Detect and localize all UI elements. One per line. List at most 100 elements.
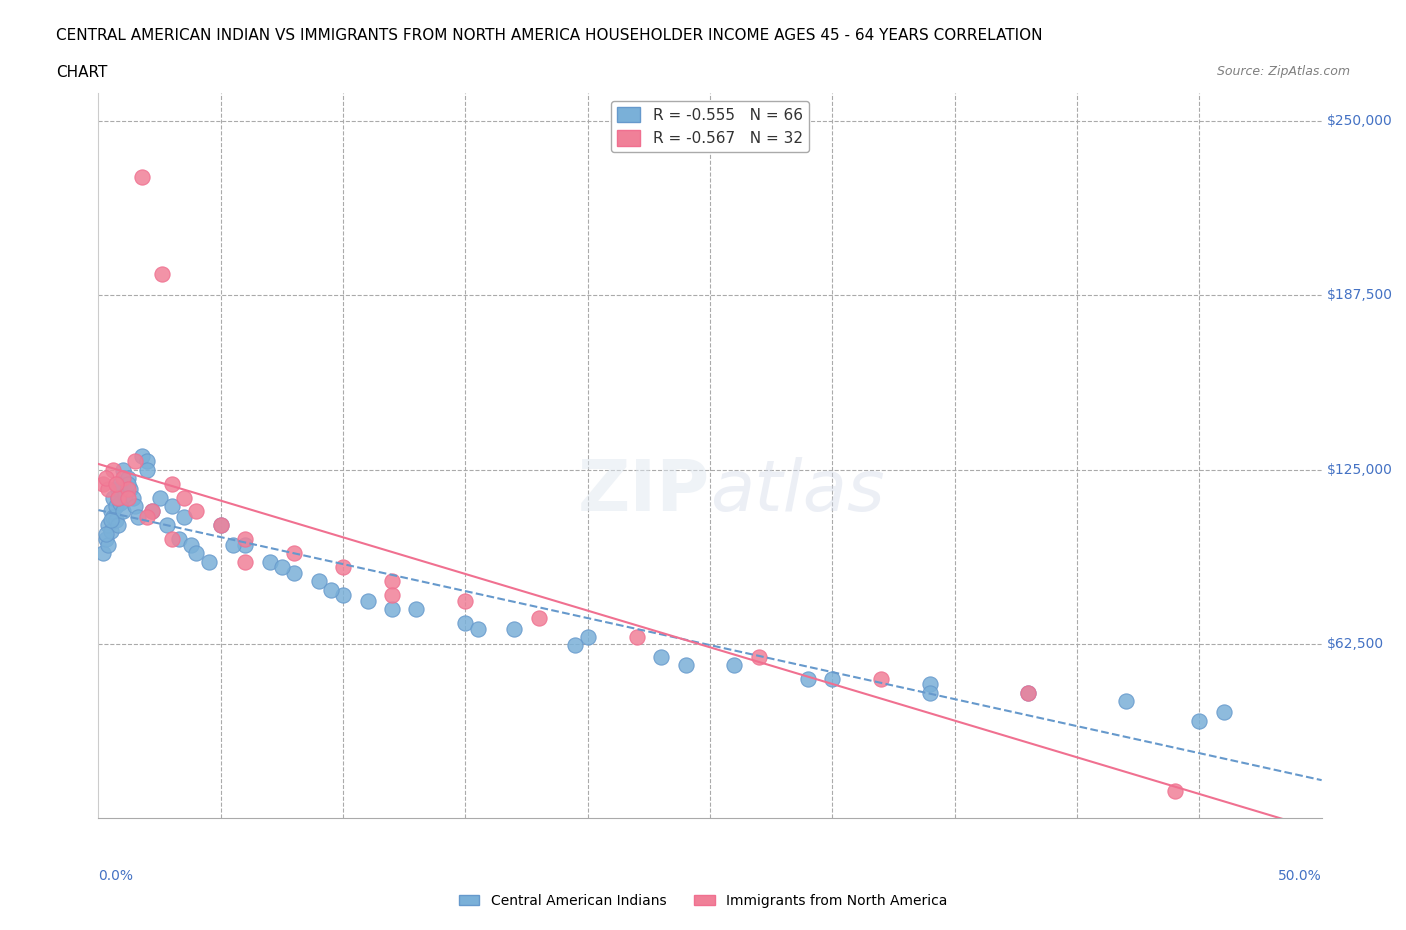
Point (111, 471, 134, 485)
Point (150, 267, 173, 282)
Point (233, 554, 256, 569)
Point (675, 658, 697, 672)
Point (104, 498, 127, 513)
Legend: Central American Indians, Immigrants from North America: Central American Indians, Immigrants fro… (453, 889, 953, 914)
Point (821, 671, 844, 686)
Point (332, 588, 354, 603)
Point (920, 685, 942, 700)
Point (381, 574, 404, 589)
Point (121, 490, 143, 505)
Point (283, 565, 305, 580)
Point (107, 518, 129, 533)
Point (308, 574, 330, 589)
Point (107, 490, 129, 505)
Point (117, 490, 139, 505)
Point (124, 454, 146, 469)
Point (124, 498, 146, 513)
Point (405, 602, 427, 617)
Point (104, 476, 127, 491)
Point (117, 476, 139, 491)
Point (209, 518, 232, 533)
Point (186, 546, 208, 561)
Point (117, 482, 139, 497)
Point (114, 487, 136, 502)
Text: ZIP: ZIP (578, 458, 710, 526)
Text: Source: ZipAtlas.com: Source: ZipAtlas.com (1216, 65, 1350, 78)
Point (101, 462, 124, 477)
Point (127, 510, 149, 525)
Point (160, 476, 183, 491)
Point (381, 588, 404, 603)
Point (454, 593, 477, 608)
Point (100, 504, 122, 519)
Point (870, 671, 893, 686)
Point (97, 482, 120, 497)
Point (173, 510, 195, 525)
Point (564, 638, 586, 653)
Point (101, 510, 124, 525)
Text: $62,500: $62,500 (1326, 637, 1384, 651)
Point (100, 524, 122, 538)
Point (454, 616, 477, 631)
Point (111, 504, 134, 519)
Point (94, 532, 117, 547)
Point (120, 482, 142, 497)
Point (283, 546, 305, 561)
Point (270, 560, 294, 575)
Text: 0.0%: 0.0% (98, 869, 134, 883)
Point (797, 671, 820, 686)
Point (141, 504, 163, 519)
Text: $187,500: $187,500 (1326, 288, 1392, 302)
Point (748, 649, 770, 664)
Point (626, 630, 648, 644)
Point (1188, 713, 1211, 728)
Point (94, 471, 117, 485)
Text: atlas: atlas (710, 458, 884, 526)
Point (141, 504, 163, 519)
Text: CENTRAL AMERICAN INDIAN VS IMMIGRANTS FROM NORTH AMERICA HOUSEHOLDER INCOME AGES: CENTRAL AMERICAN INDIAN VS IMMIGRANTS FR… (56, 28, 1043, 43)
Point (97, 518, 120, 533)
Point (100, 512, 122, 527)
Point (173, 490, 195, 505)
Point (1017, 685, 1039, 700)
Point (1212, 705, 1234, 720)
Point (209, 518, 232, 533)
Text: CHART: CHART (56, 65, 108, 80)
Point (107, 490, 129, 505)
Point (920, 677, 942, 692)
Text: 50.0%: 50.0% (1278, 869, 1322, 883)
Point (1164, 783, 1187, 798)
Point (117, 471, 139, 485)
Point (131, 169, 153, 184)
Point (233, 538, 256, 552)
Point (91, 546, 114, 561)
Point (332, 560, 354, 575)
Point (180, 538, 202, 552)
Text: $250,000: $250,000 (1326, 113, 1392, 128)
Point (503, 621, 526, 636)
Point (576, 630, 599, 644)
Legend: R = -0.555   N = 66, R = -0.567   N = 32: R = -0.555 N = 66, R = -0.567 N = 32 (612, 100, 808, 153)
Point (97, 538, 120, 552)
Point (110, 496, 132, 511)
Point (136, 510, 159, 525)
Point (527, 610, 550, 625)
Point (149, 490, 172, 505)
Point (101, 490, 124, 505)
Point (111, 462, 134, 477)
Point (104, 512, 127, 527)
Point (1115, 694, 1137, 709)
Point (356, 593, 378, 608)
Point (160, 532, 183, 547)
Point (94, 526, 117, 541)
Point (160, 498, 183, 513)
Point (91, 476, 114, 491)
Point (233, 532, 256, 547)
Point (381, 602, 404, 617)
Point (156, 518, 179, 533)
Point (1017, 685, 1039, 700)
Point (259, 554, 281, 569)
Point (167, 532, 190, 547)
Point (136, 462, 159, 477)
Point (319, 582, 342, 597)
